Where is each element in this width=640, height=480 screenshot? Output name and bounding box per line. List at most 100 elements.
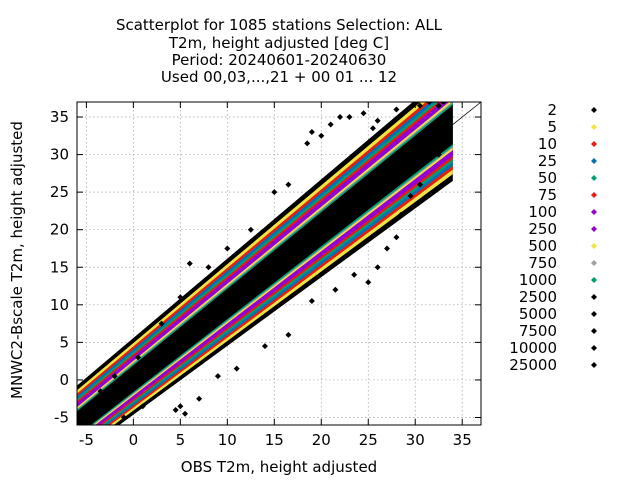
legend-marker xyxy=(591,192,597,198)
legend-label: 100 xyxy=(528,203,557,221)
outlier-point xyxy=(337,114,344,121)
x-tick-label: 0 xyxy=(129,431,139,449)
legend-marker xyxy=(591,362,597,368)
outlier-point xyxy=(196,395,203,402)
legend-label: 2 xyxy=(547,101,557,119)
x-tick-label: -5 xyxy=(79,431,94,449)
outlier-point xyxy=(426,102,433,105)
y-tick-label: 10 xyxy=(50,296,69,314)
legend-marker xyxy=(591,175,597,181)
legend-marker xyxy=(591,124,597,130)
legend-marker xyxy=(591,158,597,164)
outlier-point xyxy=(177,403,184,410)
outlier-point xyxy=(233,365,240,372)
legend-marker xyxy=(591,141,597,147)
legend-marker xyxy=(591,243,597,249)
x-axis-label: OBS T2m, height adjusted xyxy=(181,458,377,476)
outlier-points xyxy=(78,102,447,422)
x-tick-label: 35 xyxy=(453,431,472,449)
outlier-point xyxy=(346,114,353,121)
outlier-point xyxy=(158,320,165,327)
outlier-point xyxy=(97,388,104,395)
outlier-point xyxy=(261,343,268,350)
outlier-point xyxy=(308,298,315,305)
outlier-point xyxy=(186,260,193,267)
density-band xyxy=(77,105,453,425)
outlier-point xyxy=(182,410,189,417)
one-to-one-line xyxy=(76,101,482,426)
outlier-point xyxy=(416,181,423,188)
outlier-point xyxy=(398,211,405,218)
legend: 2510255075100250500750100025005000750010… xyxy=(509,101,597,374)
outlier-point xyxy=(351,271,358,278)
y-tick-label: 5 xyxy=(59,333,69,351)
density-bands xyxy=(77,102,453,425)
legend-label: 750 xyxy=(528,254,557,272)
legend-marker xyxy=(591,345,597,351)
legend-label: 50 xyxy=(538,169,557,187)
legend-label: 5 xyxy=(547,118,557,136)
outlier-point xyxy=(360,110,367,117)
outlier-point xyxy=(318,132,325,139)
x-tick-label: 5 xyxy=(176,431,186,449)
title-line-4: Used 00,03,...,21 + 00 01 ... 12 xyxy=(161,68,397,86)
outlier-point xyxy=(416,102,423,109)
outlier-point xyxy=(139,403,146,410)
outlier-point xyxy=(440,102,447,105)
outlier-point xyxy=(327,121,334,128)
outlier-point xyxy=(393,234,400,241)
outlier-point xyxy=(308,129,315,136)
outlier-point xyxy=(407,192,414,199)
y-tick-label: 0 xyxy=(59,371,69,389)
legend-marker xyxy=(591,209,597,215)
plot-frame xyxy=(76,101,482,426)
legend-label: 2500 xyxy=(519,288,557,306)
legend-label: 10000 xyxy=(509,339,557,357)
outlier-point xyxy=(285,331,292,338)
outlier-point xyxy=(393,106,400,113)
legend-marker xyxy=(591,294,597,300)
outlier-point xyxy=(214,373,221,380)
x-tick-label: 10 xyxy=(218,431,237,449)
outlier-point xyxy=(435,102,442,109)
y-axis-label: MNWC2-Bscale T2m, height adjusted xyxy=(8,121,26,399)
y-tick-label: 25 xyxy=(50,183,69,201)
outlier-point xyxy=(365,279,372,286)
title-line-1: Scatterplot for 1085 stations Selection:… xyxy=(116,16,443,34)
outlier-point xyxy=(224,245,231,252)
outlier-point xyxy=(85,403,92,410)
outlier-point xyxy=(374,117,381,124)
legend-marker xyxy=(591,311,597,317)
legend-label: 25 xyxy=(538,152,557,170)
outlier-point xyxy=(247,226,254,233)
y-axis-ticks: -5 0 5 10 15 20 25 30 35 xyxy=(50,108,481,426)
outlier-point xyxy=(369,125,376,132)
legend-marker xyxy=(591,107,597,113)
outlier-point xyxy=(304,140,311,147)
outlier-point xyxy=(111,373,118,380)
legend-label: 25000 xyxy=(509,356,557,374)
x-tick-label: 25 xyxy=(359,431,378,449)
legend-marker xyxy=(591,277,597,283)
legend-marker xyxy=(591,226,597,232)
legend-marker xyxy=(591,260,597,266)
legend-label: 75 xyxy=(538,186,557,204)
outlier-point xyxy=(285,181,292,188)
legend-label: 5000 xyxy=(519,305,557,323)
legend-label: 500 xyxy=(528,237,557,255)
outlier-point xyxy=(205,264,212,271)
y-tick-label: 30 xyxy=(50,146,69,164)
outlier-point xyxy=(384,245,391,252)
outlier-point xyxy=(135,354,142,361)
legend-label: 1000 xyxy=(519,271,557,289)
title-line-2: T2m, height adjusted [deg C] xyxy=(168,34,389,52)
legend-label: 250 xyxy=(528,220,557,238)
outlier-point xyxy=(374,264,381,271)
chart-title: Scatterplot for 1085 stations Selection:… xyxy=(116,16,443,86)
title-line-3: Period: 20240601-20240630 xyxy=(172,51,387,69)
x-tick-label: 30 xyxy=(406,431,425,449)
legend-marker xyxy=(591,328,597,334)
x-tick-label: 15 xyxy=(265,431,284,449)
x-axis-ticks: -5 0 5 10 15 20 25 30 35 xyxy=(79,102,472,449)
